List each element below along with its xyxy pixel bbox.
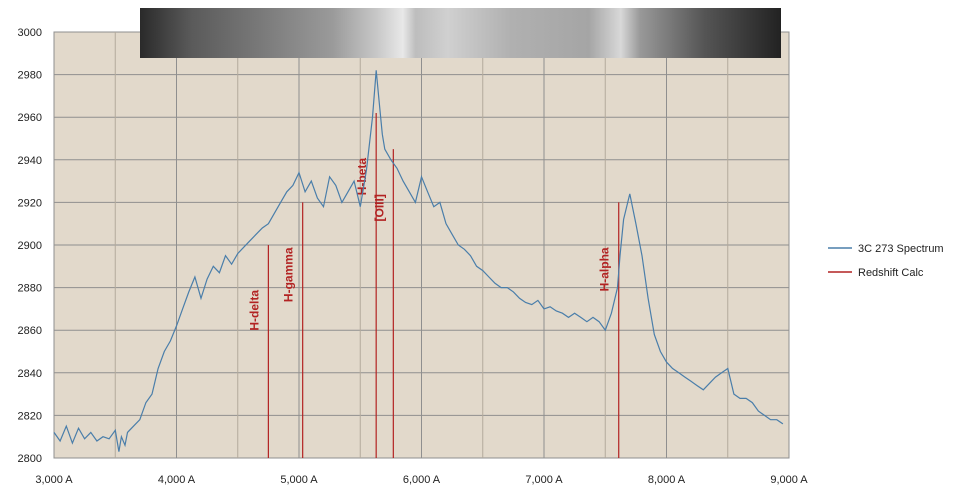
- y-tick-label: 2920: [18, 197, 42, 209]
- x-tick-label: 4,000 A: [158, 474, 196, 486]
- y-tick-label: 2820: [18, 410, 42, 422]
- legend-label: Redshift Calc: [858, 267, 924, 279]
- y-tick-label: 2980: [18, 70, 42, 82]
- redshift-line-label: H-delta: [247, 290, 261, 331]
- y-tick-label: 2960: [18, 112, 42, 124]
- x-tick-label: 7,000 A: [525, 474, 563, 486]
- x-tick-label: 8,000 A: [648, 474, 686, 486]
- redshift-line-label: [OIII]: [372, 194, 386, 221]
- redshift-line-label: H-alpha: [598, 247, 612, 291]
- x-tick-label: 9,000 A: [770, 474, 808, 486]
- legend-label: 3C 273 Spectrum: [858, 243, 944, 255]
- y-tick-label: 2880: [18, 283, 42, 295]
- y-tick-label: 2840: [18, 368, 42, 380]
- spectrum-strip-image: [140, 8, 781, 58]
- y-tick-label: 2940: [18, 155, 42, 167]
- grid-lines: [53, 31, 790, 459]
- x-tick-label: 5,000 A: [280, 474, 318, 486]
- spectrum-series: [53, 70, 784, 452]
- y-tick-label: 3000: [18, 27, 42, 39]
- redshift-line-label: H-gamma: [282, 247, 296, 302]
- redshift-line-label: H-beta: [355, 158, 369, 196]
- spectrum-line: [53, 70, 784, 452]
- x-tick-label: 6,000 A: [403, 474, 441, 486]
- y-tick-label: 2860: [18, 325, 42, 337]
- y-tick-label: 2900: [18, 240, 42, 252]
- redshift-calc-series: H-delta H-gamma H-beta[OIII] H-alpha: [247, 112, 620, 458]
- x-axis: 3,000 A 4,000 A 5,000 A 6,000 A 7,000 A 8,000…: [35, 474, 808, 486]
- legend: 3C 273 Spectrum Redshift Calc: [828, 243, 944, 279]
- y-axis: 2800 2820 2840 2860 2880 2900 2920 2940 2960 2980…: [18, 27, 42, 465]
- y-tick-label: 2800: [18, 453, 42, 465]
- x-tick-label: 3,000 A: [35, 474, 73, 486]
